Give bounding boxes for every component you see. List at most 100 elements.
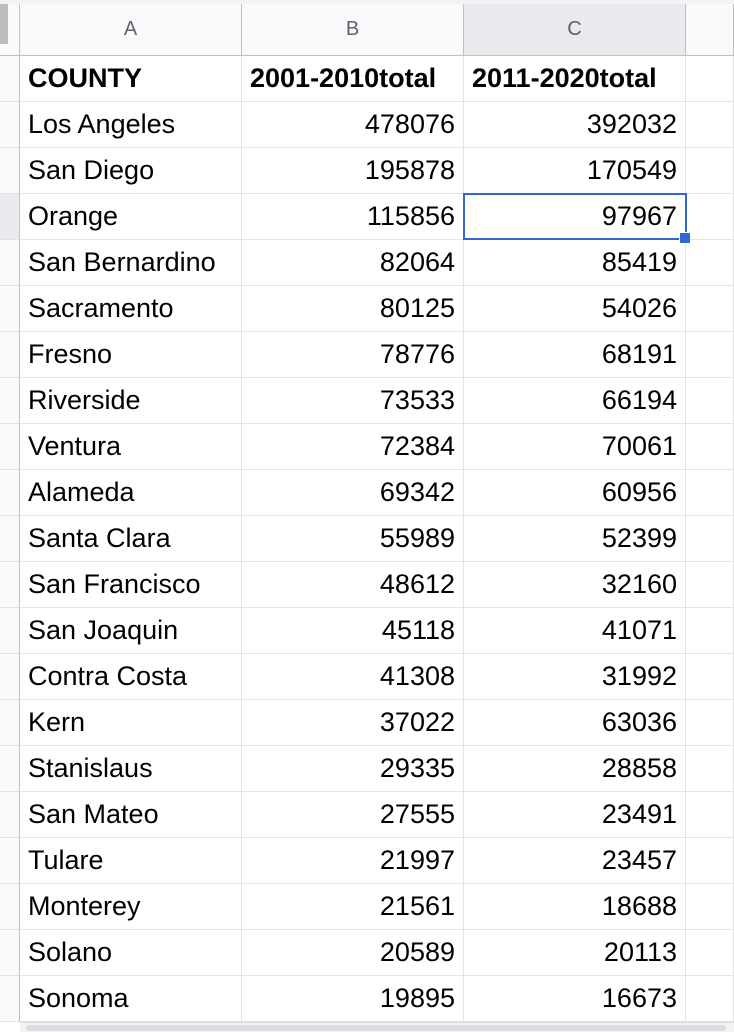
row-header-13[interactable]: [0, 608, 20, 654]
cell-d20[interactable]: [686, 930, 734, 976]
cell-a13[interactable]: San Joaquin: [20, 608, 242, 654]
row-header-17[interactable]: [0, 792, 20, 838]
column-header-b[interactable]: B: [242, 4, 464, 56]
freeze-handle[interactable]: [0, 4, 8, 44]
cell-c7[interactable]: 68191: [464, 332, 686, 378]
row-header-12[interactable]: [0, 562, 20, 608]
row-header-8[interactable]: [0, 378, 20, 424]
cell-c20[interactable]: 20113: [464, 930, 686, 976]
cell-a12[interactable]: San Francisco: [20, 562, 242, 608]
cell-d8[interactable]: [686, 378, 734, 424]
cell-b7[interactable]: 78776: [242, 332, 464, 378]
cell-c3[interactable]: 170549: [464, 148, 686, 194]
cell-c6[interactable]: 54026: [464, 286, 686, 332]
cell-c2[interactable]: 392032: [464, 102, 686, 148]
cell-d7[interactable]: [686, 332, 734, 378]
cell-b18[interactable]: 21997: [242, 838, 464, 884]
cell-c16[interactable]: 28858: [464, 746, 686, 792]
cell-b21[interactable]: 19895: [242, 976, 464, 1022]
row-header-4[interactable]: [0, 194, 20, 240]
cell-b1[interactable]: 2001-2010total: [242, 56, 464, 102]
cell-b17[interactable]: 27555: [242, 792, 464, 838]
cell-a10[interactable]: Alameda: [20, 470, 242, 516]
cell-d2[interactable]: [686, 102, 734, 148]
cell-b14[interactable]: 41308: [242, 654, 464, 700]
row-header-16[interactable]: [0, 746, 20, 792]
row-header-2[interactable]: [0, 102, 20, 148]
cell-d19[interactable]: [686, 884, 734, 930]
select-all-corner[interactable]: [0, 4, 20, 56]
cell-a9[interactable]: Ventura: [20, 424, 242, 470]
cell-a11[interactable]: Santa Clara: [20, 516, 242, 562]
row-header-6[interactable]: [0, 286, 20, 332]
cell-c17[interactable]: 23491: [464, 792, 686, 838]
cell-c9[interactable]: 70061: [464, 424, 686, 470]
cell-d12[interactable]: [686, 562, 734, 608]
cell-c21[interactable]: 16673: [464, 976, 686, 1022]
row-header-3[interactable]: [0, 148, 20, 194]
cell-c13[interactable]: 41071: [464, 608, 686, 654]
cell-b4[interactable]: 115856: [242, 194, 464, 240]
cell-d13[interactable]: [686, 608, 734, 654]
cell-a18[interactable]: Tulare: [20, 838, 242, 884]
cell-a14[interactable]: Contra Costa: [20, 654, 242, 700]
row-header-21[interactable]: [0, 976, 20, 1022]
cell-d5[interactable]: [686, 240, 734, 286]
cell-c18[interactable]: 23457: [464, 838, 686, 884]
cell-b12[interactable]: 48612: [242, 562, 464, 608]
cell-d18[interactable]: [686, 838, 734, 884]
column-header-d[interactable]: [686, 4, 734, 56]
cell-c14[interactable]: 31992: [464, 654, 686, 700]
cell-a21[interactable]: Sonoma: [20, 976, 242, 1022]
cell-d14[interactable]: [686, 654, 734, 700]
row-header-19[interactable]: [0, 884, 20, 930]
cell-c11[interactable]: 52399: [464, 516, 686, 562]
cell-b9[interactable]: 72384: [242, 424, 464, 470]
cell-a4[interactable]: Orange: [20, 194, 242, 240]
row-header-1[interactable]: [0, 56, 20, 102]
cell-b10[interactable]: 69342: [242, 470, 464, 516]
cell-b11[interactable]: 55989: [242, 516, 464, 562]
cell-d15[interactable]: [686, 700, 734, 746]
cell-d3[interactable]: [686, 148, 734, 194]
cell-d9[interactable]: [686, 424, 734, 470]
cell-d11[interactable]: [686, 516, 734, 562]
cell-b19[interactable]: 21561: [242, 884, 464, 930]
row-header-18[interactable]: [0, 838, 20, 884]
cell-b3[interactable]: 195878: [242, 148, 464, 194]
cell-c12[interactable]: 32160: [464, 562, 686, 608]
row-header-9[interactable]: [0, 424, 20, 470]
fill-handle[interactable]: [679, 232, 691, 244]
cell-b15[interactable]: 37022: [242, 700, 464, 746]
column-header-a[interactable]: A: [20, 4, 242, 56]
cell-b6[interactable]: 80125: [242, 286, 464, 332]
cell-d4[interactable]: [686, 194, 734, 240]
cell-b13[interactable]: 45118: [242, 608, 464, 654]
cell-a6[interactable]: Sacramento: [20, 286, 242, 332]
cell-d6[interactable]: [686, 286, 734, 332]
row-header-20[interactable]: [0, 930, 20, 976]
cell-c10[interactable]: 60956: [464, 470, 686, 516]
cell-d1[interactable]: [686, 56, 734, 102]
cell-b20[interactable]: 20589: [242, 930, 464, 976]
cell-c5[interactable]: 85419: [464, 240, 686, 286]
cell-c19[interactable]: 18688: [464, 884, 686, 930]
cell-a17[interactable]: San Mateo: [20, 792, 242, 838]
cell-a15[interactable]: Kern: [20, 700, 242, 746]
cell-d21[interactable]: [686, 976, 734, 1022]
cell-c15[interactable]: 63036: [464, 700, 686, 746]
cell-b2[interactable]: 478076: [242, 102, 464, 148]
scrollbar-thumb[interactable]: [26, 1025, 726, 1031]
cell-a5[interactable]: San Bernardino: [20, 240, 242, 286]
cell-a1[interactable]: COUNTY: [20, 56, 242, 102]
row-header-11[interactable]: [0, 516, 20, 562]
cell-d16[interactable]: [686, 746, 734, 792]
cell-b5[interactable]: 82064: [242, 240, 464, 286]
cell-c8[interactable]: 66194: [464, 378, 686, 424]
horizontal-scrollbar[interactable]: [20, 1022, 734, 1032]
row-header-5[interactable]: [0, 240, 20, 286]
cell-b8[interactable]: 73533: [242, 378, 464, 424]
cell-a8[interactable]: Riverside: [20, 378, 242, 424]
cell-d17[interactable]: [686, 792, 734, 838]
cell-a19[interactable]: Monterey: [20, 884, 242, 930]
